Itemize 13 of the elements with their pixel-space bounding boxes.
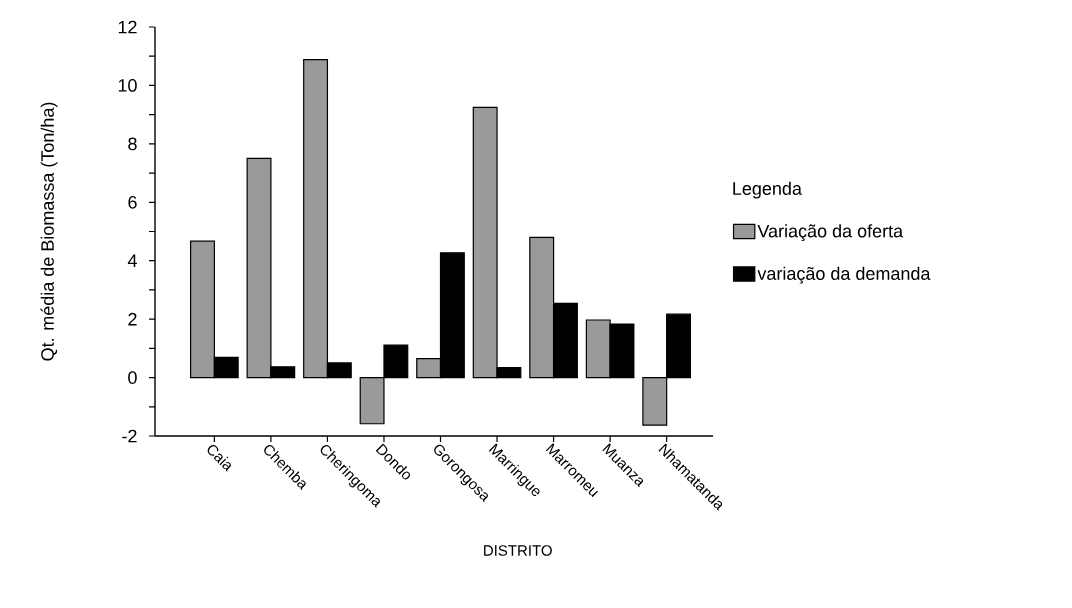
legend-title: Legenda: [733, 181, 802, 199]
y-tick-label: -2: [122, 429, 137, 443]
y-axis-title: Qt. média de Biomassa (Ton/ha): [40, 102, 58, 361]
y-tick-label: 0: [128, 371, 137, 384]
y-tick-label: 4: [127, 254, 137, 267]
legend-label: Variação da oferta: [757, 224, 904, 242]
x-axis-title: DISTRITO: [484, 545, 552, 556]
y-tick-label: 12: [118, 20, 137, 34]
legend-label: variação da demanda: [757, 266, 931, 284]
y-tick-label: 2: [128, 312, 137, 326]
y-tick-label: 8: [128, 137, 137, 151]
y-tick-label: 6: [128, 195, 137, 209]
y-tick-label: 10: [118, 79, 137, 92]
